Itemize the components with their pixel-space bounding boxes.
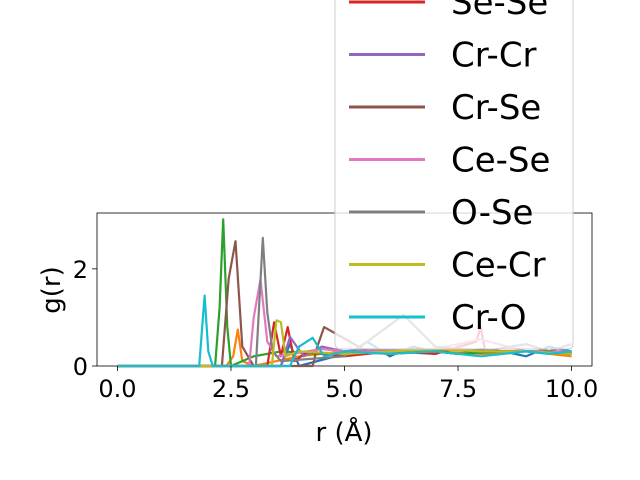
legend-label-o-se: O-Se	[451, 193, 533, 233]
legend: Se-Se Cr-Cr Cr-Se Ce-Se O-Se Ce-Cr Cr-O	[334, 0, 574, 350]
legend-label-ce-cr: Ce-Cr	[451, 246, 546, 286]
y-tick-label: 2	[73, 256, 88, 284]
x-tick-label: 10.0	[545, 375, 598, 403]
legend-items: Se-Se Cr-Cr Cr-Se Ce-Se O-Se Ce-Cr Cr-O	[349, 0, 550, 338]
legend-label-cr-cr: Cr-Cr	[451, 36, 537, 76]
y-axis-label: g(r)	[37, 266, 67, 313]
legend-box	[334, 0, 574, 350]
x-tick-label: 7.5	[439, 375, 477, 403]
x-tick-label: 5.0	[325, 375, 363, 403]
series-line-cr-o	[117, 294, 572, 368]
series-line-ce-o	[117, 328, 572, 368]
legend-label-cr-o: Cr-O	[451, 298, 527, 338]
legend-label-se-se: Se-Se	[451, 0, 548, 23]
legend-label-cr-se: Cr-Se	[451, 88, 541, 128]
x-tick-label: 0.0	[98, 375, 136, 403]
legend-label-ce-se: Ce-Se	[451, 141, 550, 181]
x-axis-label: r (Å)	[315, 416, 372, 448]
x-tick-label: 2.5	[212, 375, 250, 403]
x-axis-ticks: 0.0 2.5 5.0 7.5 10.0	[98, 366, 598, 403]
y-axis-ticks: 02	[73, 256, 97, 381]
y-tick-label: 0	[73, 353, 88, 381]
